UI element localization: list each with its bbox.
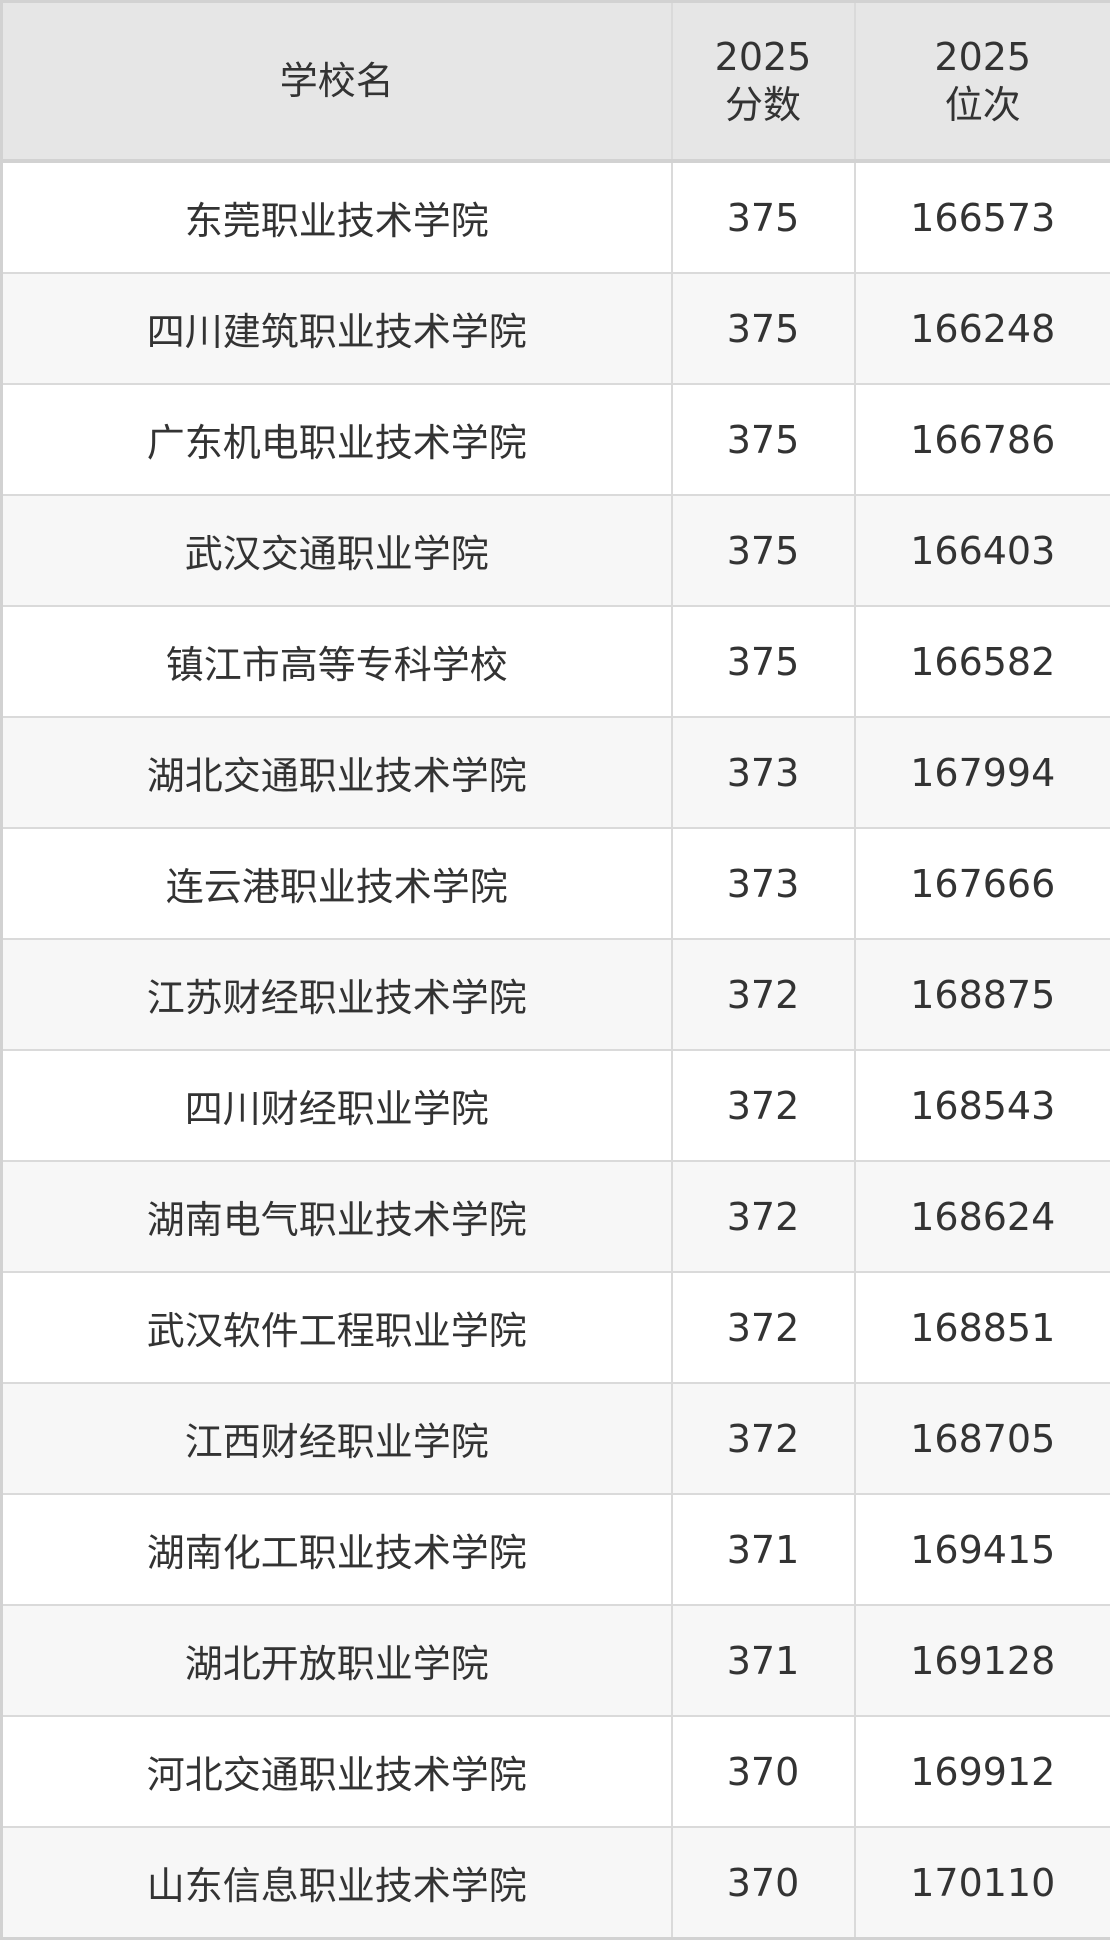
cell-school: 广东机电职业技术学院 bbox=[2, 384, 672, 495]
cell-rank: 168851 bbox=[855, 1272, 1110, 1383]
cell-rank: 167666 bbox=[855, 828, 1110, 939]
cell-score: 372 bbox=[672, 939, 855, 1050]
cell-school: 湖南电气职业技术学院 bbox=[2, 1161, 672, 1272]
cell-rank: 166582 bbox=[855, 606, 1110, 717]
header-rank-year: 2025 bbox=[856, 33, 1110, 81]
cell-score: 372 bbox=[672, 1050, 855, 1161]
cell-school: 湖南化工职业技术学院 bbox=[2, 1494, 672, 1605]
cell-school: 山东信息职业技术学院 bbox=[2, 1827, 672, 1939]
cell-school: 河北交通职业技术学院 bbox=[2, 1716, 672, 1827]
cell-score: 372 bbox=[672, 1272, 855, 1383]
cell-score: 371 bbox=[672, 1494, 855, 1605]
cell-score: 375 bbox=[672, 273, 855, 384]
cell-school: 江西财经职业学院 bbox=[2, 1383, 672, 1494]
cell-rank: 166573 bbox=[855, 161, 1110, 273]
cell-school: 湖北开放职业学院 bbox=[2, 1605, 672, 1716]
cell-school: 四川建筑职业技术学院 bbox=[2, 273, 672, 384]
cell-score: 372 bbox=[672, 1383, 855, 1494]
cell-rank: 169415 bbox=[855, 1494, 1110, 1605]
cell-rank: 166248 bbox=[855, 273, 1110, 384]
cell-score: 375 bbox=[672, 495, 855, 606]
cell-rank: 168705 bbox=[855, 1383, 1110, 1494]
cell-school: 武汉软件工程职业学院 bbox=[2, 1272, 672, 1383]
cell-rank: 169128 bbox=[855, 1605, 1110, 1716]
cell-rank: 170110 bbox=[855, 1827, 1110, 1939]
cell-score: 370 bbox=[672, 1827, 855, 1939]
header-school: 学校名 bbox=[2, 2, 672, 162]
cell-score: 375 bbox=[672, 384, 855, 495]
cell-score: 373 bbox=[672, 828, 855, 939]
cell-rank: 167994 bbox=[855, 717, 1110, 828]
cell-school: 武汉交通职业学院 bbox=[2, 495, 672, 606]
header-score-label: 分数 bbox=[673, 81, 854, 129]
cell-rank: 166403 bbox=[855, 495, 1110, 606]
header-score-year: 2025 bbox=[673, 33, 854, 81]
cell-score: 373 bbox=[672, 717, 855, 828]
cell-score: 371 bbox=[672, 1605, 855, 1716]
cell-rank: 168875 bbox=[855, 939, 1110, 1050]
cell-school: 东莞职业技术学院 bbox=[2, 161, 672, 273]
cell-rank: 166786 bbox=[855, 384, 1110, 495]
cell-score: 375 bbox=[672, 161, 855, 273]
cell-school: 连云港职业技术学院 bbox=[2, 828, 672, 939]
cell-score: 372 bbox=[672, 1161, 855, 1272]
cell-school: 镇江市高等专科学校 bbox=[2, 606, 672, 717]
cell-school: 四川财经职业学院 bbox=[2, 1050, 672, 1161]
cell-rank: 169912 bbox=[855, 1716, 1110, 1827]
header-rank-label: 位次 bbox=[856, 81, 1110, 129]
cell-rank: 168543 bbox=[855, 1050, 1110, 1161]
cell-score: 375 bbox=[672, 606, 855, 717]
cell-score: 370 bbox=[672, 1716, 855, 1827]
header-school-label: 学校名 bbox=[280, 59, 394, 103]
cell-school: 江苏财经职业技术学院 bbox=[2, 939, 672, 1050]
cell-rank: 168624 bbox=[855, 1161, 1110, 1272]
cell-school: 湖北交通职业技术学院 bbox=[2, 717, 672, 828]
